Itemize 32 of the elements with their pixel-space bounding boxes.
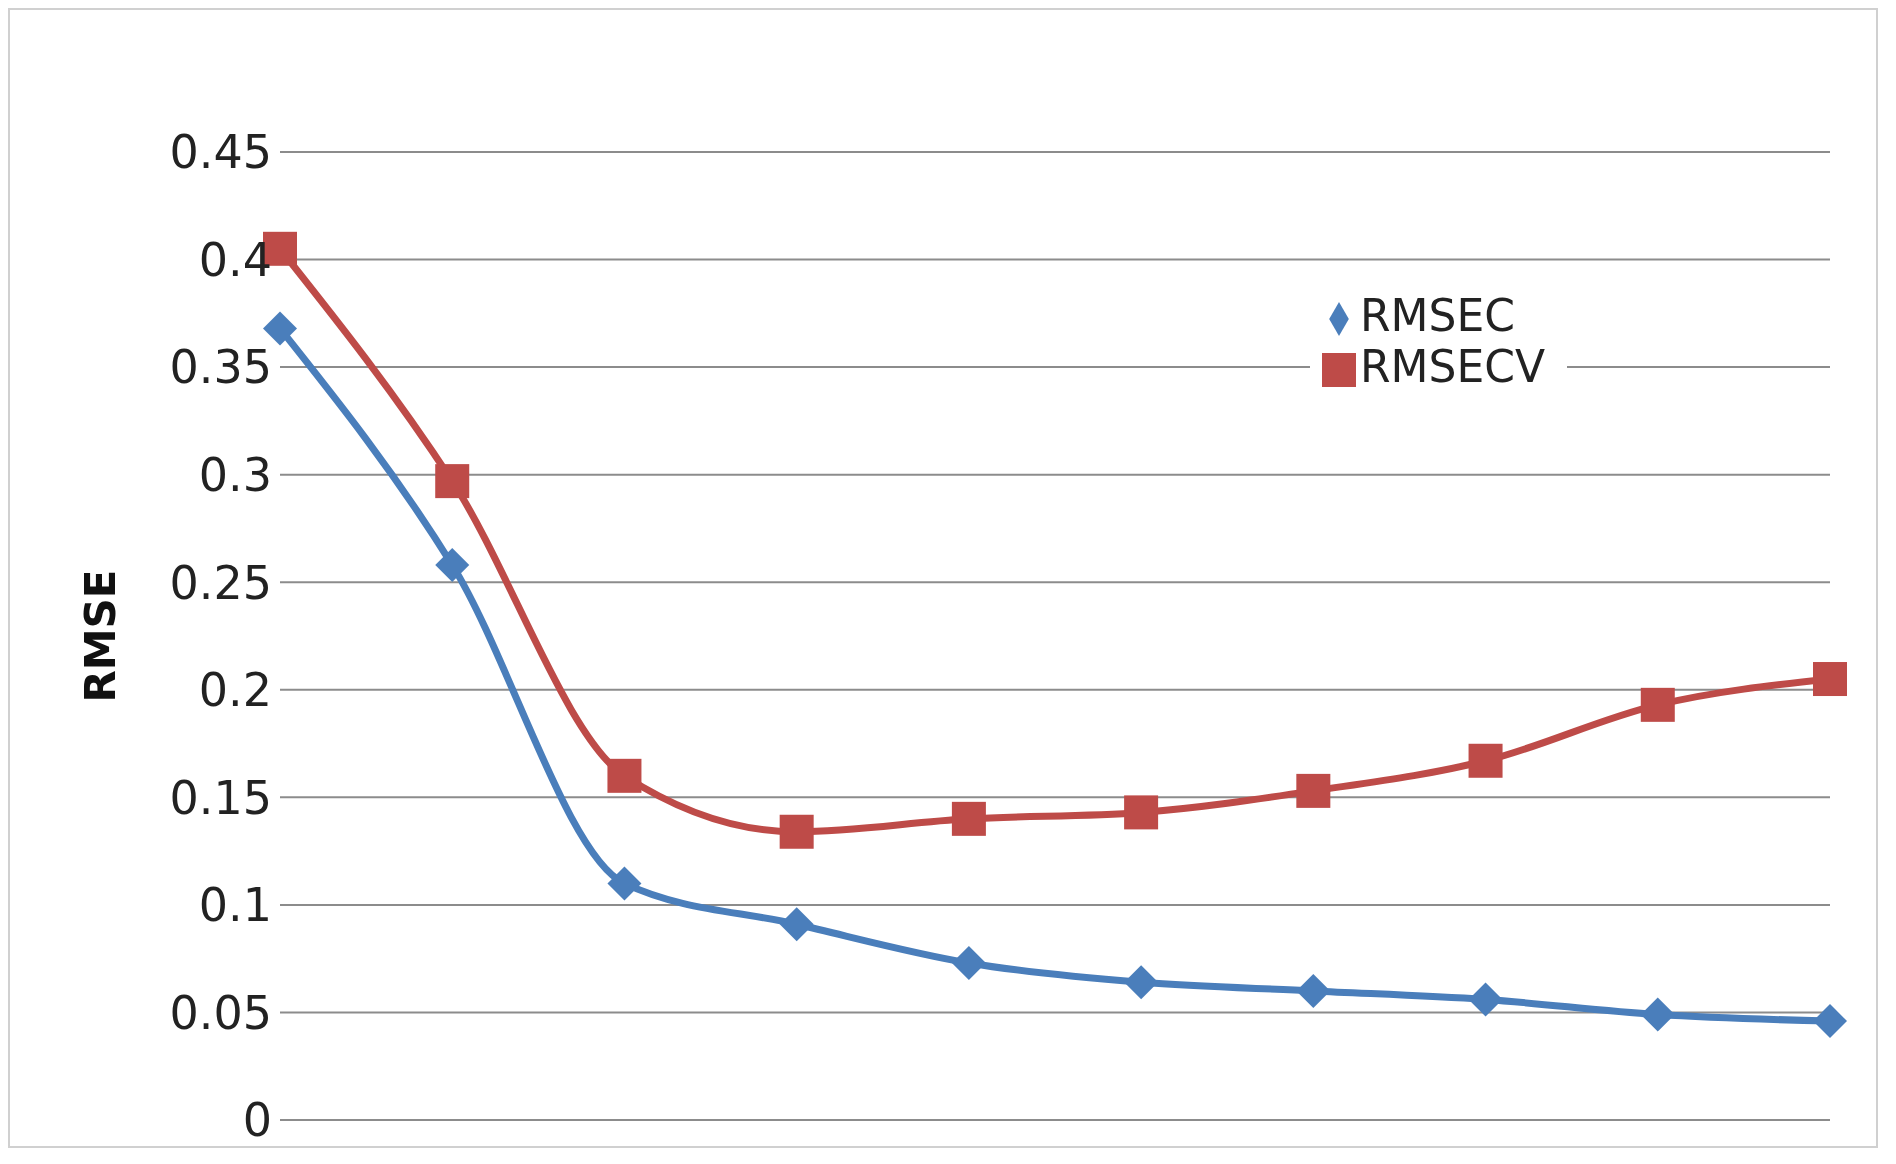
point (1296, 973, 1331, 1008)
y-axis-title: RMSE (75, 569, 125, 703)
point (435, 464, 470, 499)
legend-label: RMSECV (1360, 341, 1546, 392)
point (607, 866, 642, 901)
point (951, 945, 986, 980)
point (1640, 687, 1675, 722)
y-tick-label: 0.05 (169, 985, 272, 1040)
y-tick-label: 0.45 (169, 125, 272, 180)
point (263, 311, 297, 346)
point (607, 758, 642, 793)
point (1468, 743, 1503, 778)
y-tick-label: 0.4 (198, 232, 272, 287)
y-tick-label: 0.25 (169, 555, 272, 610)
y-tick-label: 0.3 (198, 448, 272, 502)
point (779, 814, 814, 849)
y-tick-label: 0 (242, 1093, 272, 1148)
point (1813, 662, 1847, 697)
y-tick-label: 0.35 (169, 340, 272, 395)
y-tick-label: 0.2 (198, 663, 272, 718)
point (1296, 773, 1331, 808)
point (1124, 795, 1159, 830)
point (1124, 965, 1159, 1000)
point (779, 907, 814, 942)
point (1468, 982, 1503, 1017)
point (435, 548, 470, 583)
legend-label: RMSEC (1360, 290, 1515, 341)
point (1640, 997, 1675, 1032)
point (1813, 1004, 1847, 1039)
point (951, 801, 986, 836)
y-tick-label: 0.15 (169, 770, 272, 825)
y-tick-label: 0.1 (198, 878, 272, 933)
